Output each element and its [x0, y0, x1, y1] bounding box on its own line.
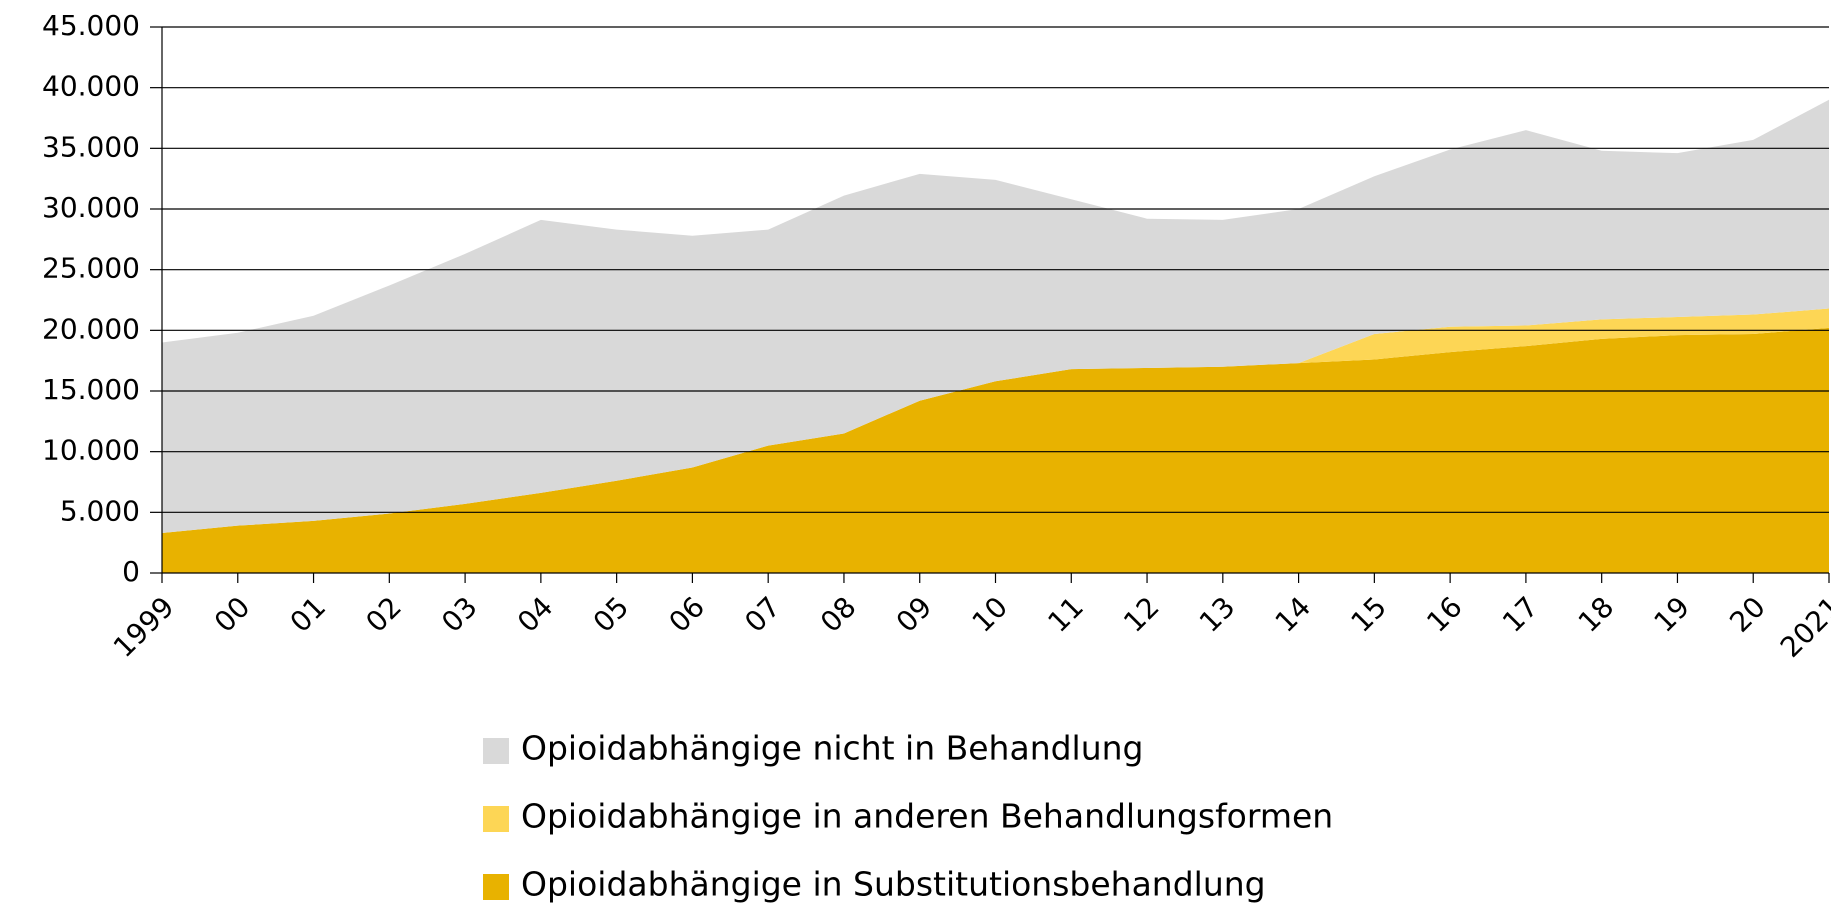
x-tick-label: 18: [1572, 590, 1621, 639]
x-tick-label: 19: [1648, 590, 1697, 639]
x-tick-label: 16: [1420, 590, 1469, 639]
y-tick-label: 25.000: [42, 252, 140, 285]
y-tick-label: 10.000: [42, 434, 140, 467]
x-tick-label: 12: [1117, 590, 1166, 639]
x-tick-label: 02: [359, 590, 408, 639]
x-tick-label: 1999: [107, 590, 181, 664]
area: [162, 327, 1829, 573]
area: [162, 99, 1829, 533]
y-tick-label: 40.000: [42, 70, 140, 103]
y-tick-label: 5.000: [60, 494, 140, 527]
x-tick-label: 08: [814, 590, 863, 639]
legend-label: Opioidabhängige in Substitutionsbehandlu…: [521, 865, 1266, 904]
y-tick-label: 15.000: [42, 373, 140, 406]
legend-swatch: [483, 738, 509, 764]
x-tick-label: 14: [1269, 590, 1318, 639]
x-tick-label: 07: [738, 590, 787, 639]
x-tick-label: 13: [1193, 590, 1242, 639]
x-tick-label: 09: [890, 590, 939, 639]
legend-swatch: [483, 806, 509, 832]
x-tick-label: 05: [587, 590, 636, 639]
x-tick-label: 06: [662, 590, 711, 639]
x-tick-label: 11: [1041, 590, 1090, 639]
y-tick-label: 30.000: [42, 191, 140, 224]
x-tick-label: 20: [1723, 590, 1772, 639]
legend-label: Opioidabhängige nicht in Behandlung: [521, 729, 1144, 768]
x-tick-label: 00: [208, 590, 257, 639]
x-tick-label: 2021: [1774, 590, 1831, 664]
y-tick-label: 45.000: [42, 9, 140, 42]
x-tick-label: 03: [435, 590, 484, 639]
y-tick-label: 20.000: [42, 312, 140, 345]
x-tick-label: 01: [284, 590, 333, 639]
area: [162, 308, 1829, 533]
legend-label: Opioidabhängige in anderen Behandlungsfo…: [521, 797, 1333, 836]
x-tick-label: 04: [511, 590, 560, 639]
legend-swatch: [483, 874, 509, 900]
y-tick-label: 35.000: [42, 130, 140, 163]
x-tick-label: 17: [1496, 590, 1545, 639]
x-tick-label: 15: [1344, 590, 1393, 639]
y-tick-label: 0: [122, 555, 140, 588]
x-tick-label: 10: [966, 590, 1015, 639]
